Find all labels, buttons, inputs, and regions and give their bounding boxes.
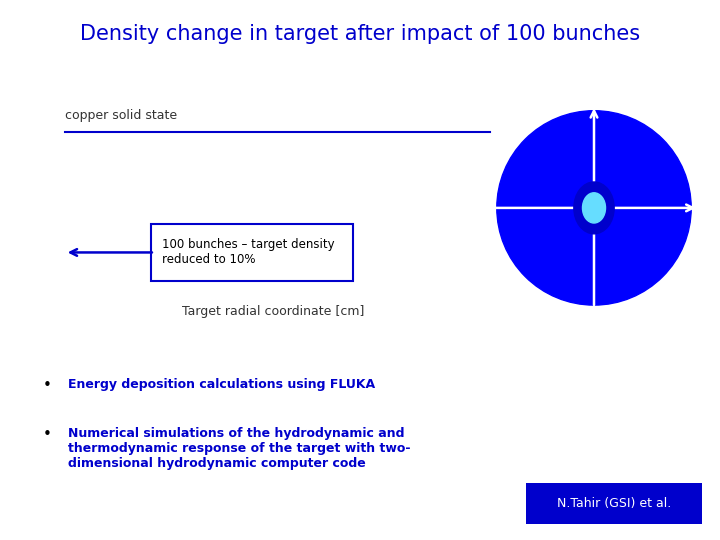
Text: Numerical simulations of the hydrodynamic and
thermodynamic response of the targ: Numerical simulations of the hydrodynami… bbox=[68, 427, 411, 470]
Text: Density change in target after impact of 100 bunches: Density change in target after impact of… bbox=[80, 24, 640, 44]
Ellipse shape bbox=[497, 111, 691, 305]
Text: •: • bbox=[43, 427, 52, 442]
FancyBboxPatch shape bbox=[151, 224, 353, 281]
Ellipse shape bbox=[582, 193, 606, 223]
Text: N.Tahir (GSI) et al.: N.Tahir (GSI) et al. bbox=[557, 497, 671, 510]
Text: Energy deposition calculations using FLUKA: Energy deposition calculations using FLU… bbox=[68, 378, 376, 391]
Text: 100 bunches – target density
reduced to 10%: 100 bunches – target density reduced to … bbox=[162, 239, 335, 266]
FancyBboxPatch shape bbox=[526, 483, 702, 524]
Text: Target radial coordinate [cm]: Target radial coordinate [cm] bbox=[182, 305, 365, 318]
Text: •: • bbox=[43, 378, 52, 393]
Text: copper solid state: copper solid state bbox=[65, 109, 177, 122]
Ellipse shape bbox=[574, 182, 614, 234]
Text: radial: radial bbox=[702, 184, 720, 197]
